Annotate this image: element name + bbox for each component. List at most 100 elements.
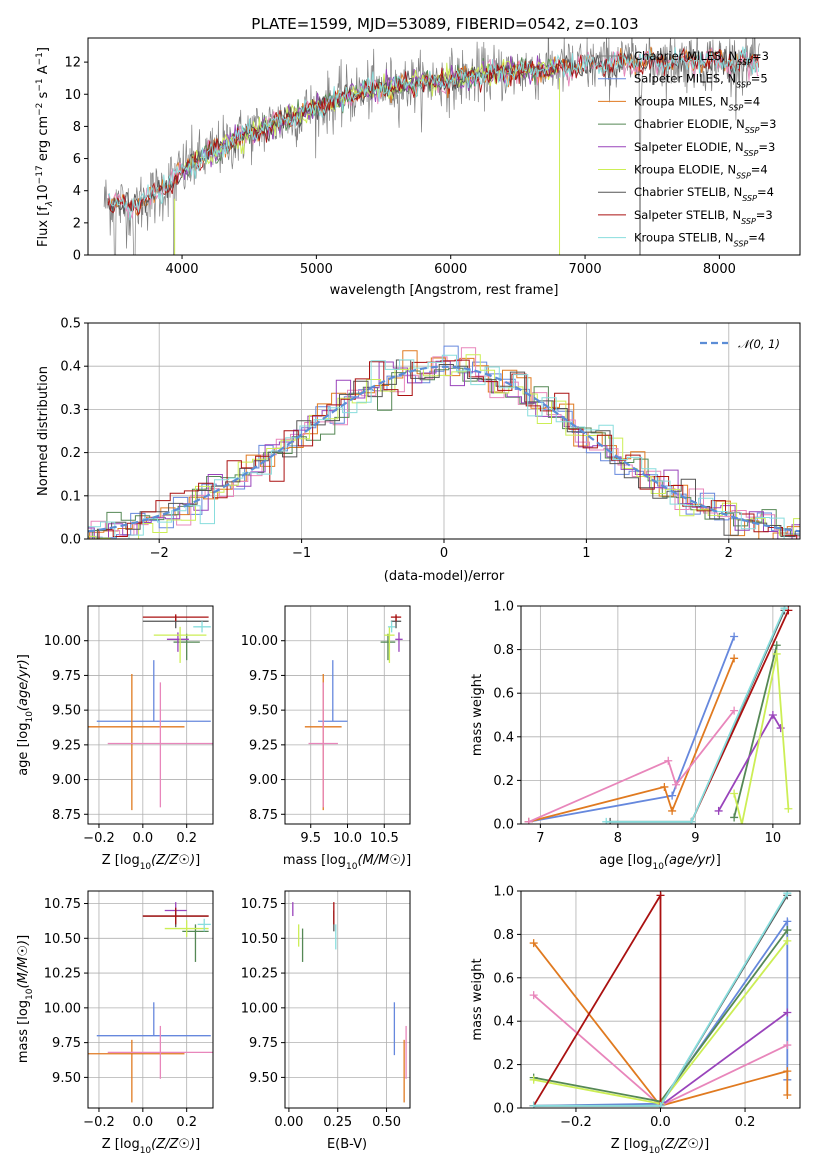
age-vs-mass-x-axis-label: mass [log10(M/M☉)] [283, 853, 411, 872]
errorbar-kroupa_stelib [387, 621, 396, 633]
weight-marker-kroupa_miles [529, 991, 538, 1000]
weight_vs_age-xtick-label: 7 [536, 831, 544, 846]
weight_vs_age-y-axis-label: mass weight [470, 674, 485, 756]
spectrum-y-axis-label: Flux [fλ10−17 erg cm−2 s−1 A−1] [35, 47, 55, 247]
histogram-kroupa_elodie [88, 354, 800, 539]
spectrum-ytick-label: 4 [73, 184, 81, 199]
residuals-y-axis-label: Normed distribution [36, 366, 51, 496]
weight-marker-kroupa_stelib [656, 1101, 665, 1108]
weight_vs_Z-ytick-label: 0.4 [493, 1015, 514, 1030]
weight-line-salpeter_miles [528, 657, 735, 823]
mass_vs_Z-ytick-label: 10.25 [44, 967, 81, 982]
spectrum-ytick-label: 2 [73, 216, 81, 231]
mass_vs_Z-ytick-label: 9.75 [52, 1036, 81, 1051]
weight_vs_Z-ytick-label: 0.8 [493, 928, 514, 943]
histogram-chabrier_miles [88, 345, 800, 539]
weight-marker-chabrier_miles [730, 632, 739, 641]
errorbar-kroupa_elodie [153, 626, 207, 663]
residuals-ytick-label: 0.5 [60, 317, 81, 332]
weight_vs_age-ytick-label: 1.0 [493, 600, 514, 615]
weight-marker-chabrier_elodie [783, 926, 792, 935]
weight-marker-salpeter_elodie [768, 711, 777, 719]
residuals-plot-area [88, 345, 800, 539]
age_vs_mass-xtick-label: 10.5 [370, 831, 399, 846]
weight_vs_age-ytick-label: 0.0 [493, 818, 514, 833]
errorbar-chabrier_miles [96, 660, 211, 722]
weight_vs_age-xtick-label: 9 [691, 831, 699, 846]
weight-marker-salpeter_miles [783, 1067, 792, 1076]
age_vs_Z-axes [88, 606, 213, 824]
weight_vs_Z-xtick-label: 0.0 [650, 1115, 671, 1130]
spectrum-plot-area [103, 38, 760, 255]
age_vs_Z-plot-area [88, 614, 213, 811]
weight_vs_Z-xtick-label: −0.2 [560, 1115, 592, 1130]
age_vs_Z-xtick-label: 0.0 [132, 831, 153, 846]
legend-entry: Salpeter MILES, NSSP=5 [634, 72, 768, 90]
legend-entry: Chabrier STELIB, NSSP=4 [634, 185, 774, 203]
spectrum-xtick-label: 8000 [703, 262, 736, 277]
mass_vs_ebv-plot-area [292, 902, 407, 1103]
mass_vs_Z-plot-area [88, 902, 213, 1103]
weight-line-kroupa_elodie [733, 653, 790, 824]
mass_vs_ebv-xtick-label: 0.25 [323, 1115, 352, 1130]
spectrum-x-axis-label: wavelength [Angstrom, rest frame] [330, 283, 559, 298]
mass_vs_Z-ytick-label: 10.75 [44, 897, 81, 912]
weight-vs-z-x-axis-label: Z [log10(Z/Z☉)] [611, 1137, 709, 1156]
legend-entry: Salpeter STELIB, NSSP=3 [634, 208, 773, 226]
spectrum-xtick-label: 4000 [165, 262, 198, 277]
mass_vs_ebv-ytick-label: 10.25 [241, 967, 278, 982]
weight_vs_Z-plot-area [529, 891, 792, 1108]
age_vs_Z-border [87, 605, 214, 825]
errorbar-salpeter_miles [88, 1039, 185, 1103]
residuals-ytick-label: 0.1 [60, 489, 81, 504]
age_vs_mass-ytick-label: 9.75 [249, 669, 278, 684]
residuals-xtick-label: 0 [440, 546, 448, 561]
weight-line-chabrier_elodie [733, 644, 778, 818]
weight-marker-kroupa_elodie [783, 936, 792, 945]
weight-marker-kroupa_stelib [783, 891, 792, 898]
mass_vs_Z-ytick-label: 9.50 [52, 1071, 81, 1086]
age_vs_mass-ytick-label: 8.75 [249, 808, 278, 823]
age_vs_Z-xtick-label: −0.2 [83, 831, 115, 846]
plot-layer: 4000 5000 6000 7000 8000024681012wavelength … [16, 37, 801, 1156]
errorbar-salpeter_miles [88, 674, 185, 811]
spectrum-ytick-label: 12 [64, 56, 81, 71]
weight-marker-chabrier_elodie [730, 813, 739, 822]
histogram-kroupa_miles [88, 347, 800, 539]
residuals-xtick-label: −2 [150, 546, 169, 561]
spectrum-ytick-label: 0 [73, 249, 81, 264]
weight-line-salpeter_elodie [659, 1011, 788, 1107]
age_vs_mass-xtick-label: 9.5 [300, 831, 321, 846]
weight_vs_Z-frame: −0.2 0.0 0.2 0.0 0.2 0.4 0.6 0.8 1.0 mass weight Z… [470, 885, 801, 1156]
residuals-ytick-label: 0.2 [60, 446, 81, 461]
spectrum-ytick-label: 10 [64, 88, 81, 103]
weight-marker-kroupa_miles [664, 756, 673, 765]
mass-vs-ebv-x-axis-label: E(B-V) [327, 1137, 367, 1152]
mass_vs_Z-frame: −0.2 0.0 0.2 9.50 9.75 10.00 10.25 10.50 10.75 Z … [16, 890, 214, 1156]
mass_vs_Z-xtick-label: 0.2 [176, 1115, 197, 1130]
errorbar-salpeter_stelib [142, 614, 209, 622]
residuals-xtick-label: 2 [725, 546, 733, 561]
weight_vs_age-ytick-label: 0.4 [493, 730, 514, 745]
residuals-x-axis-label: (data-model)/error [384, 569, 505, 584]
legend-entry: 𝒩(0, 1) [738, 337, 780, 351]
errorbar-kroupa_miles [107, 1025, 213, 1079]
spectrum-ytick-label: 8 [73, 120, 81, 135]
weight-marker-salpeter_miles [668, 806, 677, 815]
mass_vs_Z-ytick-label: 10.50 [44, 932, 81, 947]
mass_vs_ebv-xtick-label: 0.00 [274, 1115, 303, 1130]
spectrum-xtick-label: 5000 [300, 262, 333, 277]
mass-vs-z-x-axis-label: Z [log10(Z/Z☉)] [102, 1137, 200, 1156]
errorbar-kroupa_miles [107, 682, 213, 808]
mass_vs_Z-border [87, 890, 214, 1109]
weight-marker-kroupa_miles [783, 1041, 792, 1050]
age-vs-z-y-axis-label: age [log10(age/yr)] [16, 654, 35, 776]
weight-vs-age-x-axis-label: age [log10(age/yr)] [599, 853, 721, 872]
errorbar-kroupa_elodie [384, 626, 395, 663]
weight-marker-salpeter_miles [660, 782, 669, 791]
residuals-ytick-label: 0.4 [60, 360, 81, 375]
weight-marker-salpeter_elodie [776, 724, 785, 733]
weight_vs_Z-ytick-label: 0.6 [493, 971, 514, 986]
legend-entry: Chabrier ELODIE, NSSP=3 [634, 117, 776, 135]
